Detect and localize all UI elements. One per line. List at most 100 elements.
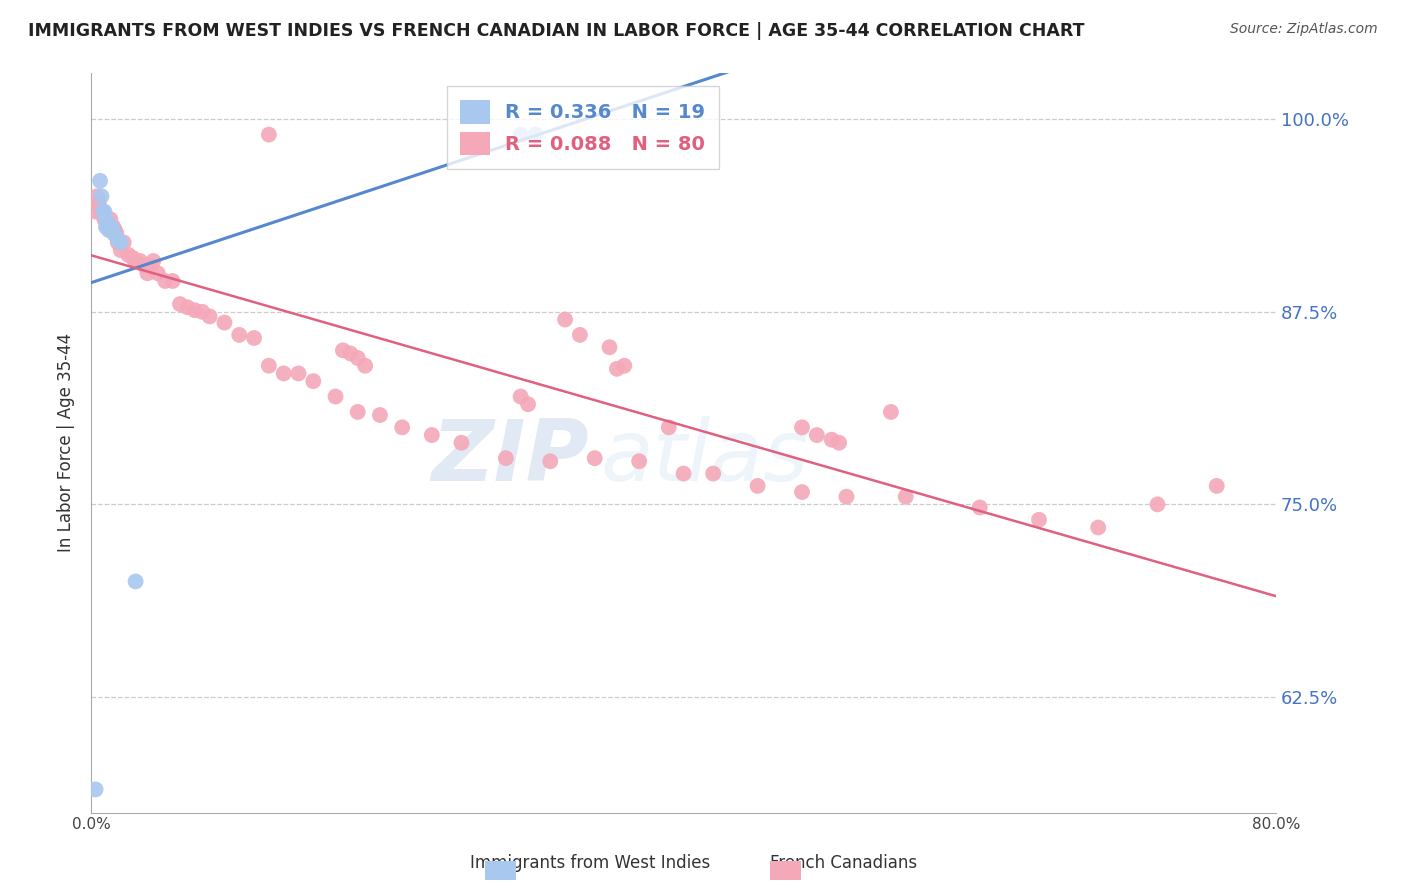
- Point: [509, 390, 531, 404]
- Point: [105, 226, 128, 240]
- Point: [198, 310, 221, 324]
- Point: [139, 259, 162, 273]
- Legend: R = 0.336   N = 19, R = 0.088   N = 80: R = 0.336 N = 19, R = 0.088 N = 80: [447, 87, 718, 169]
- Point: [368, 408, 391, 422]
- Point: [94, 214, 117, 228]
- Point: [107, 232, 129, 246]
- Point: [495, 451, 517, 466]
- Point: [1146, 497, 1168, 511]
- Point: [124, 574, 146, 589]
- Point: [606, 361, 628, 376]
- Point: [894, 490, 917, 504]
- Point: [97, 223, 120, 237]
- Point: [101, 220, 124, 235]
- Point: [420, 428, 443, 442]
- Point: [969, 500, 991, 515]
- Point: [568, 327, 591, 342]
- Point: [94, 212, 117, 227]
- Point: [87, 197, 110, 211]
- Point: [599, 340, 621, 354]
- Point: [91, 204, 114, 219]
- Point: [517, 397, 540, 411]
- Text: IMMIGRANTS FROM WEST INDIES VS FRENCH CANADIAN IN LABOR FORCE | AGE 35-44 CORREL: IMMIGRANTS FROM WEST INDIES VS FRENCH CA…: [28, 22, 1084, 40]
- Point: [790, 485, 813, 500]
- Point: [136, 266, 159, 280]
- Point: [806, 428, 828, 442]
- Point: [104, 223, 127, 237]
- Point: [84, 782, 107, 797]
- Point: [302, 374, 325, 388]
- Point: [391, 420, 413, 434]
- Point: [287, 367, 309, 381]
- Point: [146, 266, 169, 280]
- Point: [94, 220, 117, 235]
- Text: French Canadians: French Canadians: [770, 855, 917, 872]
- Point: [628, 454, 651, 468]
- Text: Immigrants from West Indies: Immigrants from West Indies: [471, 855, 710, 872]
- Point: [117, 248, 139, 262]
- Point: [658, 420, 681, 434]
- Point: [89, 174, 111, 188]
- Point: [90, 204, 112, 219]
- Point: [450, 435, 472, 450]
- Point: [524, 128, 547, 142]
- Point: [583, 451, 606, 466]
- Point: [134, 259, 156, 273]
- Point: [86, 189, 108, 203]
- Point: [1028, 513, 1050, 527]
- Point: [538, 454, 561, 468]
- Point: [273, 367, 295, 381]
- Point: [191, 305, 214, 319]
- Point: [153, 274, 176, 288]
- Point: [101, 220, 124, 235]
- Point: [828, 435, 851, 450]
- Point: [100, 212, 122, 227]
- Point: [89, 202, 111, 216]
- Point: [110, 243, 132, 257]
- Point: [702, 467, 724, 481]
- Point: [96, 220, 118, 235]
- Point: [90, 189, 112, 203]
- Point: [243, 331, 266, 345]
- Point: [176, 300, 198, 314]
- Point: [107, 235, 129, 250]
- Point: [332, 343, 354, 358]
- Point: [554, 312, 576, 326]
- Point: [184, 303, 207, 318]
- Point: [346, 405, 368, 419]
- Point: [112, 235, 135, 250]
- Point: [339, 346, 361, 360]
- Point: [821, 433, 844, 447]
- Point: [84, 204, 107, 219]
- Point: [103, 220, 125, 235]
- Point: [672, 467, 695, 481]
- Point: [169, 297, 191, 311]
- Point: [346, 351, 368, 365]
- Point: [96, 217, 118, 231]
- Point: [880, 405, 903, 419]
- Point: [104, 227, 127, 242]
- Point: [124, 254, 146, 268]
- Point: [835, 490, 858, 504]
- Point: [228, 327, 250, 342]
- Point: [103, 225, 125, 239]
- Point: [100, 223, 122, 237]
- Point: [613, 359, 636, 373]
- Point: [129, 254, 152, 268]
- Point: [162, 274, 184, 288]
- Point: [354, 359, 377, 373]
- Point: [1087, 520, 1109, 534]
- Point: [110, 235, 132, 250]
- Point: [325, 390, 347, 404]
- Point: [257, 359, 280, 373]
- Point: [214, 316, 236, 330]
- Point: [747, 479, 769, 493]
- Point: [91, 208, 114, 222]
- Y-axis label: In Labor Force | Age 35-44: In Labor Force | Age 35-44: [58, 334, 75, 552]
- Point: [121, 251, 143, 265]
- Point: [257, 128, 280, 142]
- Point: [93, 212, 115, 227]
- Text: Source: ZipAtlas.com: Source: ZipAtlas.com: [1230, 22, 1378, 37]
- Point: [1205, 479, 1227, 493]
- Point: [97, 220, 120, 235]
